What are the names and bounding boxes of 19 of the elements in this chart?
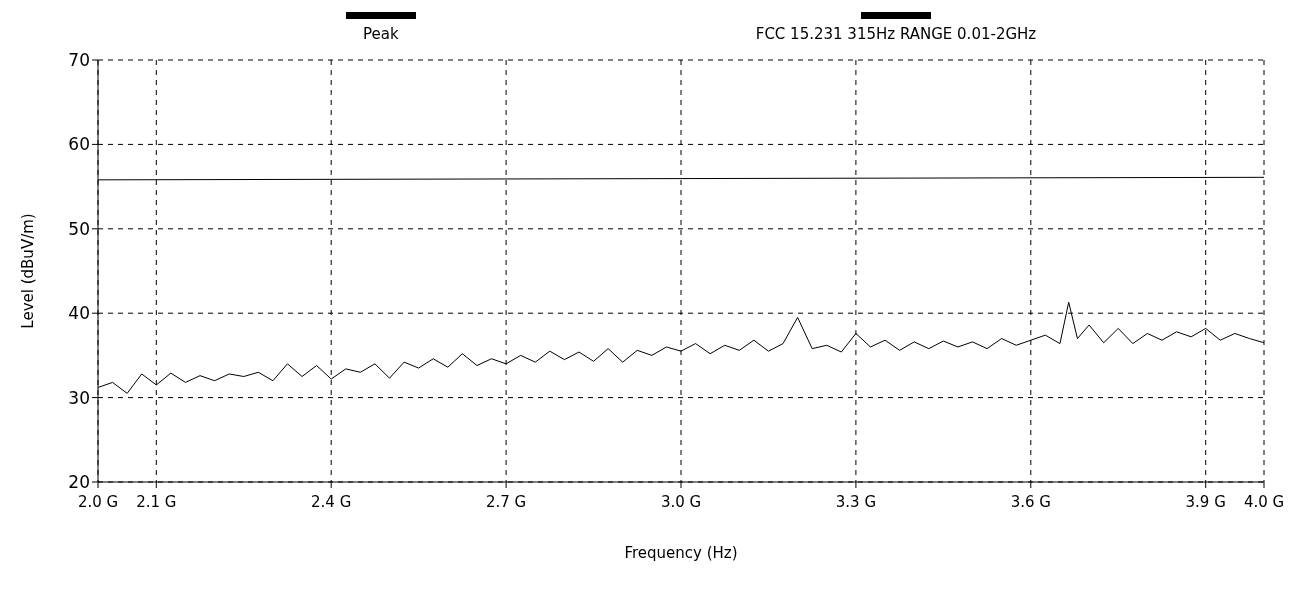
y-tick-label: 40	[68, 303, 90, 324]
x-tick-label: 2.0 G	[77, 492, 119, 511]
x-tick-label: 2.7 G	[485, 492, 527, 511]
x-tick-label: 2.4 G	[311, 492, 352, 511]
x-tick-label: 4.0 G	[1243, 492, 1285, 511]
y-tick-label: 20	[68, 472, 90, 493]
y-axis-title: Level (dBuV/m)	[19, 213, 38, 329]
legend-label: Peak	[362, 25, 399, 43]
legend-label: FCC 15.231 315Hz RANGE 0.01-2GHz	[755, 25, 1037, 43]
x-tick-label: 3.6 G	[1010, 492, 1051, 511]
x-tick-label: 2.1 G	[136, 492, 177, 511]
x-tick-label: 3.0 G	[660, 492, 702, 511]
y-tick-label: 50	[68, 218, 90, 239]
x-axis-title: Frequency (Hz)	[624, 544, 738, 562]
y-tick-label: 70	[68, 50, 90, 71]
x-tick-label: 3.9 G	[1185, 492, 1226, 511]
y-tick-label: 60	[68, 134, 90, 155]
x-tick-label: 3.3 G	[835, 492, 877, 511]
y-tick-label: 30	[68, 387, 90, 408]
